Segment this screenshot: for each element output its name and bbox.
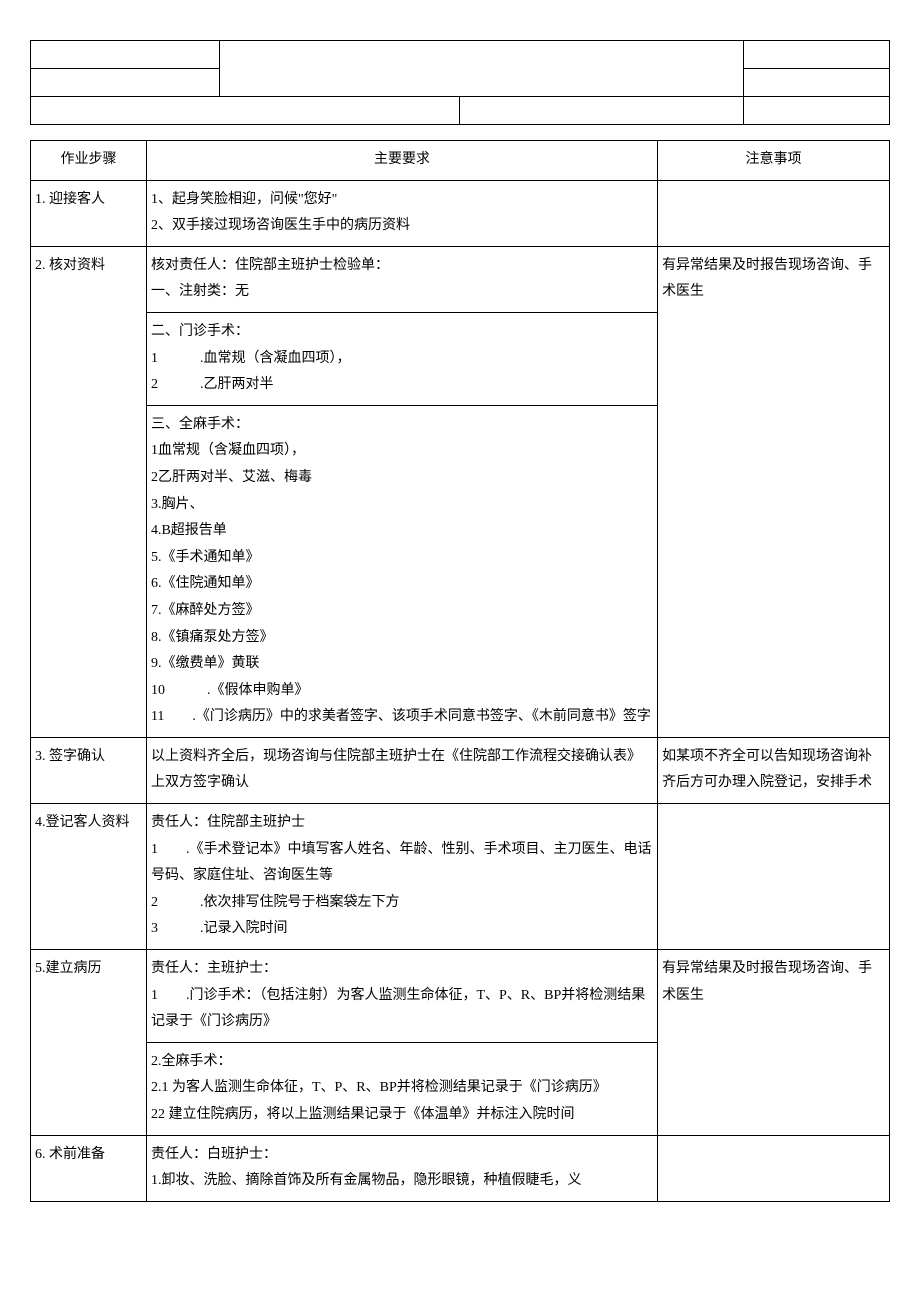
- note-cell: 有异常结果及时报告现场咨询、手术医生: [658, 950, 890, 1136]
- req-cell: 1、起身笑脸相迎，问候"您好" 2、双手接过现场咨询医生手中的病历资料: [146, 180, 657, 246]
- table-row: 2. 核对资料 核对责任人：住院部主班护士检验单： 一、注射类：无 有异常结果及…: [31, 246, 890, 312]
- table-row: 3. 签字确认 以上资料齐全后，现场咨询与住院部主班护士在《住院部工作流程交接确…: [31, 737, 890, 803]
- header-step: 作业步骤: [31, 141, 147, 181]
- main-table: 作业步骤 主要要求 注意事项 1. 迎接客人 1、起身笑脸相迎，问候"您好" 2…: [30, 140, 890, 1202]
- req-cell: 以上资料齐全后，现场咨询与住院部主班护士在《住院部工作流程交接确认表》上双方签字…: [146, 737, 657, 803]
- header-cell: [743, 97, 889, 125]
- header-row-1: [31, 41, 890, 69]
- note-cell: [658, 804, 890, 950]
- req-cell: 责任人：住院部主班护士 1 .《手术登记本》中填写客人姓名、年龄、性别、手术项目…: [146, 804, 657, 950]
- step-cell: 2. 核对资料: [31, 246, 147, 737]
- step-cell: 3. 签字确认: [31, 737, 147, 803]
- req-cell: 三、全麻手术： 1血常规（含凝血四项）， 2乙肝两对半、艾滋、梅毒 3.胸片、 …: [146, 405, 657, 737]
- header-table: [30, 40, 890, 125]
- step-cell: 1. 迎接客人: [31, 180, 147, 246]
- header-note: 注意事项: [658, 141, 890, 181]
- note-cell: [658, 180, 890, 246]
- step-cell: 5.建立病历: [31, 950, 147, 1136]
- table-row: 1. 迎接客人 1、起身笑脸相迎，问候"您好" 2、双手接过现场咨询医生手中的病…: [31, 180, 890, 246]
- header-cell: [31, 69, 220, 97]
- req-cell: 责任人：主班护士： 1 .门诊手术：（包括注射）为客人监测生命体征，T、P、R、…: [146, 950, 657, 1043]
- header-cell: [743, 41, 889, 69]
- table-row: 6. 术前准备 责任人：白班护士： 1.卸妆、洗脸、摘除首饰及所有金属物品，隐形…: [31, 1135, 890, 1201]
- req-cell: 核对责任人：住院部主班护士检验单： 一、注射类：无: [146, 246, 657, 312]
- note-cell: 有异常结果及时报告现场咨询、手术医生: [658, 246, 890, 737]
- req-cell: 二、门诊手术： 1 .血常规（含凝血四项）， 2 .乙肝两对半: [146, 312, 657, 405]
- header-row-3: [31, 97, 890, 125]
- req-cell: 责任人：白班护士： 1.卸妆、洗脸、摘除首饰及所有金属物品，隐形眼镜，种植假睫毛…: [146, 1135, 657, 1201]
- table-header-row: 作业步骤 主要要求 注意事项: [31, 141, 890, 181]
- table-row: 4.登记客人资料 责任人：住院部主班护士 1 .《手术登记本》中填写客人姓名、年…: [31, 804, 890, 950]
- step-cell: 4.登记客人资料: [31, 804, 147, 950]
- header-cell: [460, 97, 743, 125]
- header-cell: [31, 41, 220, 69]
- header-cell: [31, 97, 460, 125]
- table-row: 5.建立病历 责任人：主班护士： 1 .门诊手术：（包括注射）为客人监测生命体征…: [31, 950, 890, 1043]
- note-cell: [658, 1135, 890, 1201]
- header-cell: [743, 69, 889, 97]
- header-req: 主要要求: [146, 141, 657, 181]
- note-cell: 如某项不齐全可以告知现场咨询补齐后方可办理入院登记，安排手术: [658, 737, 890, 803]
- step-cell: 6. 术前准备: [31, 1135, 147, 1201]
- header-cell: [219, 41, 743, 97]
- req-cell: 2.全麻手术： 2.1 为客人监测生命体征，T、P、R、BP并将检测结果记录于《…: [146, 1042, 657, 1135]
